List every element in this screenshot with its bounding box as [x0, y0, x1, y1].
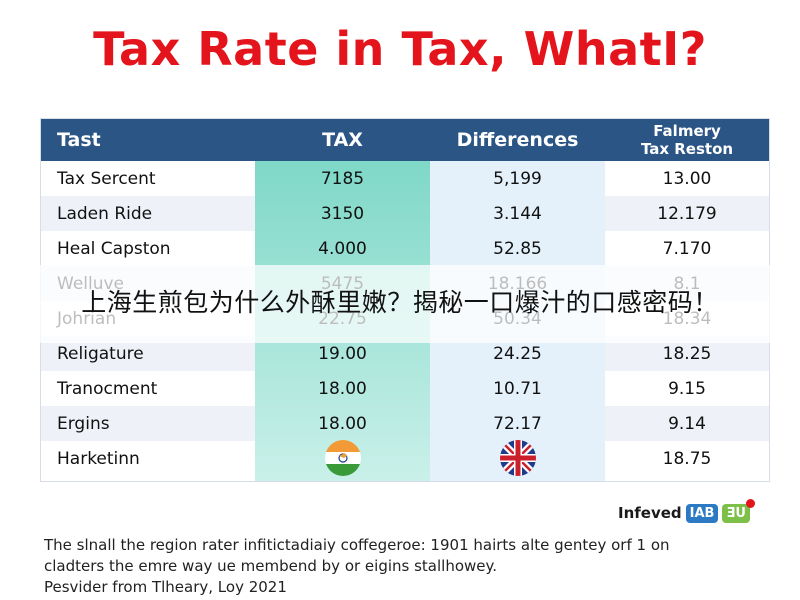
- header-tax: TAX: [322, 129, 363, 151]
- table-cell: Religature: [57, 343, 144, 364]
- logo-badge-2-label: ƎU: [726, 505, 746, 521]
- footer-line-1: The slnall the region rater infitictadia…: [44, 536, 670, 554]
- logo-text: Infeved: [618, 504, 682, 522]
- footer-line-2: cladters the emre way ue membend by or e…: [44, 557, 498, 575]
- logo-badge-1: IAB: [685, 503, 719, 523]
- table-cell: 18.75: [662, 448, 712, 469]
- table-cell: 9.14: [668, 413, 706, 434]
- table-cell: Heal Capston: [57, 238, 171, 259]
- india-flag-icon: [324, 440, 361, 476]
- table-cell: 12.179: [657, 203, 717, 224]
- brand-logo: Infeved IAB ƎU: [618, 498, 755, 526]
- table-cell: 7185: [320, 168, 365, 189]
- table-cell: Harketinn: [57, 448, 140, 469]
- table-row: Heal Capston 4.000 52.85 7.170: [41, 231, 769, 266]
- row-stripe: [41, 196, 255, 231]
- header-tast: Tast: [57, 129, 101, 151]
- table-cell: 18.00: [318, 413, 367, 434]
- table-cell: 4.000: [318, 238, 367, 259]
- table-cell: Tax Sercent: [57, 168, 156, 189]
- row-stripe: [605, 406, 769, 441]
- table-cell: 72.17: [493, 413, 542, 434]
- table-cell: 10.71: [493, 378, 542, 399]
- table-cell: 9.15: [668, 378, 706, 399]
- table-cell: 13.00: [662, 168, 712, 189]
- table-row: Ergins 18.00 72.17 9.14: [41, 406, 769, 441]
- table-cell: 7.170: [662, 238, 712, 259]
- table-header: Tast TAX Differences Falmery Tax Reston: [41, 119, 769, 161]
- header-differences: Differences: [456, 129, 579, 151]
- table-row: Tax Sercent 7185 5,199 13.00: [41, 161, 769, 196]
- table-cell: 52.85: [493, 238, 542, 259]
- table-row: Harketinn 18.75: [41, 441, 769, 476]
- table-row: Tranocment 18.00 10.71 9.15: [41, 371, 769, 406]
- table-cell: 24.25: [493, 343, 542, 364]
- overlay-caption: 上海生煎包为什么外酥里嫩？揭秘一口爆汁的口感密码！: [81, 288, 719, 317]
- table-cell: Tranocment: [57, 378, 158, 399]
- table-cell: 19.00: [318, 343, 367, 364]
- logo-badge-2: ƎU: [722, 498, 755, 523]
- table-cell: 18.00: [318, 378, 367, 399]
- table-cell: 5,199: [493, 168, 542, 189]
- header-tax-reston: Falmery Tax Reston: [605, 119, 769, 161]
- header-line2: Tax Reston: [640, 140, 734, 158]
- caption-overlay: [0, 265, 800, 343]
- table-cell: Laden Ride: [57, 203, 153, 224]
- page-title: Tax Rate in Tax, WhatI?: [93, 22, 707, 76]
- table-cell: Ergins: [57, 413, 110, 434]
- row-stripe: [41, 406, 255, 441]
- table-row: Laden Ride 3150 3.144 12.179: [41, 196, 769, 231]
- header-line1: Falmery: [653, 122, 721, 140]
- footer-line-3: Pesvider from Tlheary, Loy 2021: [44, 578, 287, 596]
- table-cell: 18.25: [662, 343, 712, 364]
- uk-flag-icon: [499, 440, 536, 476]
- table-cell: 3150: [320, 203, 365, 224]
- row-stripe: [605, 196, 769, 231]
- table-cell: 3.144: [493, 203, 542, 224]
- logo-dot-icon: [745, 498, 755, 508]
